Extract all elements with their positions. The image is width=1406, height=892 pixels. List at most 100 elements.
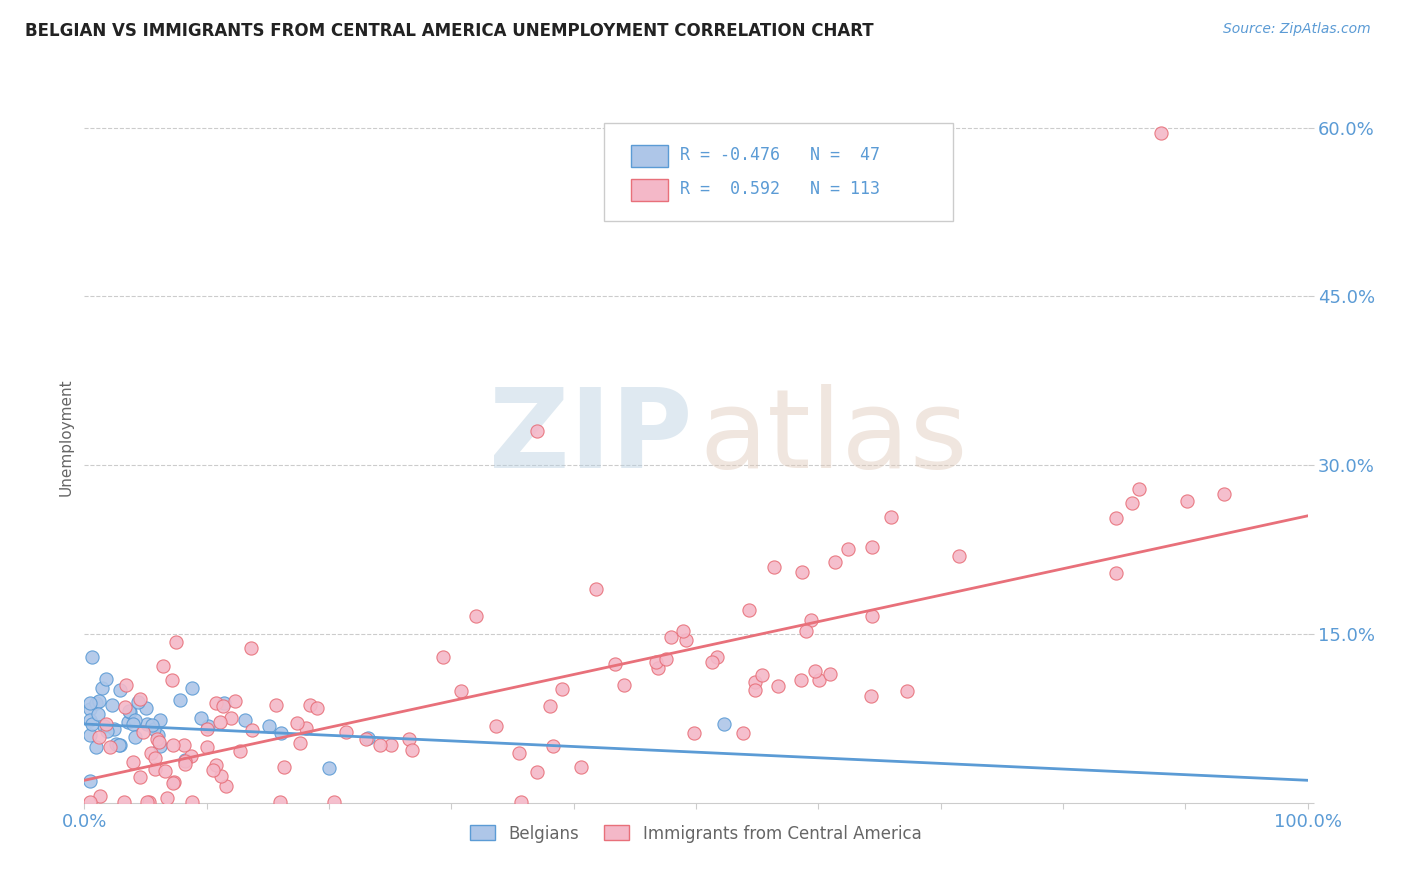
Point — [98, 739, 121, 754]
Point — [205, 757, 228, 772]
Point — [180, 681, 202, 695]
Point — [700, 655, 723, 669]
Point — [585, 582, 607, 596]
Point — [644, 655, 666, 669]
Point — [305, 700, 328, 714]
Point — [804, 665, 827, 679]
Point — [526, 764, 548, 779]
Point — [205, 696, 228, 710]
Point — [212, 698, 235, 713]
Point — [335, 725, 357, 739]
Point — [94, 717, 117, 731]
Point — [323, 795, 346, 809]
Point — [613, 678, 636, 692]
Point — [285, 715, 308, 730]
Point — [526, 425, 548, 439]
Point — [112, 795, 135, 809]
Point — [181, 795, 204, 809]
Point — [93, 719, 115, 733]
Point — [763, 560, 786, 574]
Point — [89, 694, 111, 708]
Point — [79, 773, 101, 788]
Point — [108, 738, 131, 752]
Point — [744, 674, 766, 689]
Text: Source: ZipAtlas.com: Source: ZipAtlas.com — [1223, 22, 1371, 37]
Point — [115, 678, 138, 692]
Point — [508, 746, 530, 760]
Point — [174, 753, 197, 767]
Point — [294, 721, 316, 735]
Point — [148, 728, 170, 742]
Point — [121, 756, 143, 770]
Point — [121, 717, 143, 731]
Point — [209, 769, 232, 783]
Point — [239, 641, 262, 656]
Point — [136, 717, 159, 731]
Point — [165, 635, 187, 649]
Point — [173, 754, 195, 768]
Point — [108, 738, 131, 752]
Point — [370, 739, 392, 753]
Text: R =  0.592   N = 113: R = 0.592 N = 113 — [681, 180, 880, 198]
Point — [163, 775, 186, 789]
Point — [141, 746, 163, 760]
Point — [768, 679, 790, 693]
Point — [87, 706, 110, 721]
Point — [127, 695, 149, 709]
Point — [87, 730, 110, 744]
Text: R = -0.476   N =  47: R = -0.476 N = 47 — [681, 146, 880, 164]
Point — [195, 740, 218, 755]
Point — [751, 668, 773, 682]
Text: BELGIAN VS IMMIGRANTS FROM CENTRAL AMERICA UNEMPLOYMENT CORRELATION CHART: BELGIAN VS IMMIGRANTS FROM CENTRAL AMERI… — [25, 22, 875, 40]
Legend: Belgians, Immigrants from Central America: Belgians, Immigrants from Central Americ… — [464, 818, 928, 849]
Point — [79, 713, 101, 727]
Point — [270, 726, 292, 740]
Point — [1104, 511, 1126, 525]
Point — [659, 630, 682, 644]
Point — [464, 608, 486, 623]
Point — [682, 725, 704, 739]
Point — [82, 716, 104, 731]
Point — [647, 661, 669, 675]
Point — [180, 749, 202, 764]
Point — [706, 649, 728, 664]
Point — [485, 719, 508, 733]
Point — [1104, 566, 1126, 580]
Point — [837, 542, 859, 557]
Point — [1128, 483, 1150, 497]
Bar — [631, 179, 668, 201]
Point — [195, 723, 218, 737]
Point — [655, 652, 678, 666]
Point — [117, 714, 139, 729]
Point — [235, 714, 257, 728]
Point — [162, 739, 184, 753]
Point — [790, 673, 813, 687]
Point — [103, 722, 125, 736]
Point — [118, 705, 141, 719]
Point — [96, 673, 118, 687]
Point — [136, 795, 159, 809]
Point — [288, 736, 311, 750]
Point — [859, 689, 882, 703]
Point — [860, 540, 883, 554]
Text: atlas: atlas — [700, 384, 969, 491]
Point — [738, 603, 761, 617]
Point — [733, 726, 755, 740]
Point — [860, 609, 883, 624]
Point — [135, 701, 157, 715]
Point — [1150, 126, 1173, 140]
Point — [380, 738, 402, 752]
Point — [1212, 487, 1234, 501]
Point — [104, 737, 127, 751]
Point — [221, 711, 243, 725]
Point — [138, 795, 160, 809]
Point — [162, 776, 184, 790]
Point — [948, 549, 970, 564]
Point — [173, 738, 195, 752]
Point — [124, 713, 146, 727]
Point — [201, 763, 224, 777]
Point — [824, 555, 846, 569]
Point — [91, 681, 114, 695]
Text: ZIP: ZIP — [489, 384, 692, 491]
Point — [713, 717, 735, 731]
